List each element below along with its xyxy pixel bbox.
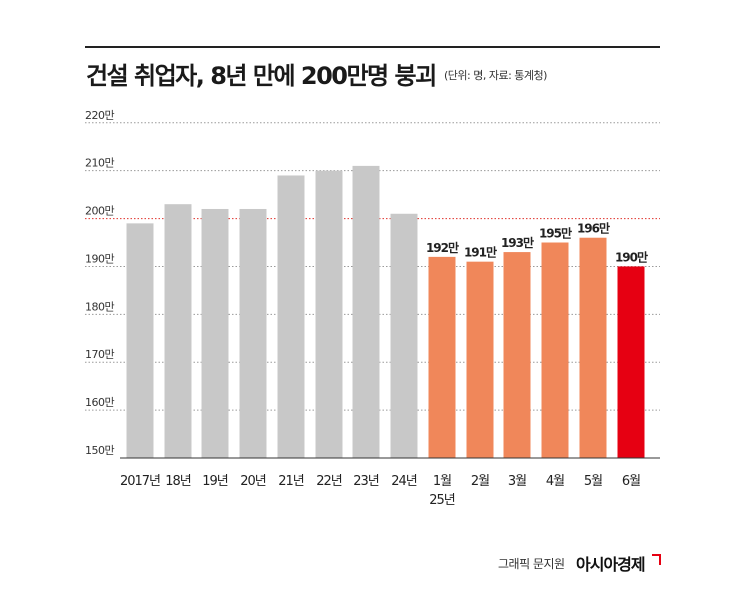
- x-tick-label-24년: 24년: [391, 474, 417, 489]
- data-label-4월: 195만: [539, 226, 572, 241]
- bar-5월: [579, 237, 607, 458]
- y-tick-label-210: 210만: [85, 157, 114, 170]
- brand-logo-text: 아시아경제: [576, 555, 646, 574]
- bar-2월: [466, 261, 494, 458]
- top-rule: [85, 46, 660, 48]
- data-label-5월: 196만: [577, 221, 610, 236]
- y-tick-label-170: 170만: [85, 348, 114, 361]
- x-tick-label-3월: 3월: [508, 474, 526, 489]
- graphic-credit: 그래픽 문지원: [498, 557, 565, 571]
- bar-6월: [617, 266, 645, 458]
- brand-mark-icon: [652, 554, 661, 565]
- y-tick-label-150: 150만: [85, 444, 114, 457]
- bar-24년: [390, 213, 418, 458]
- x-tick-label-1월: 1월: [433, 474, 451, 489]
- x-tick-label-21년: 21년: [278, 474, 304, 489]
- bar-18년: [164, 204, 192, 458]
- y-tick-label-220: 220만: [85, 109, 114, 122]
- x-tick-label-2월: 2월: [471, 474, 489, 489]
- x-tick-label-23년: 23년: [353, 474, 379, 489]
- x-tick-label-6월: 6월: [622, 474, 640, 489]
- y-tick-label-190: 190만: [85, 252, 114, 265]
- bar-4월: [541, 242, 569, 458]
- x-tick-label-19년: 19년: [202, 474, 228, 489]
- bar-3월: [503, 252, 531, 458]
- chart-title: 건설 취업자, 8년 만에 200만명 붕괴: [86, 62, 437, 90]
- x-tick-label-4월: 4월: [546, 474, 564, 489]
- y-tick-label-180: 180만: [85, 300, 114, 313]
- bar-19년: [201, 208, 229, 458]
- x-group-label: 25년: [429, 493, 455, 508]
- x-tick-label-18년: 18년: [165, 474, 191, 489]
- bar-2017년: [126, 223, 154, 458]
- x-tick-label-2017년: 2017년: [120, 474, 160, 489]
- chart-subtitle: (단위: 명, 자료: 통계청): [444, 69, 547, 82]
- bar-23년: [352, 165, 380, 458]
- x-tick-label-20년: 20년: [240, 474, 266, 489]
- data-label-3월: 193만: [501, 235, 534, 250]
- data-label-6월: 190만: [615, 249, 648, 264]
- bar-22년: [315, 170, 343, 458]
- bar-1월: [428, 256, 456, 458]
- data-label-2월: 191만: [464, 245, 497, 260]
- x-tick-label-5월: 5월: [584, 474, 602, 489]
- y-tick-label-160: 160만: [85, 396, 114, 409]
- x-tick-label-22년: 22년: [316, 474, 342, 489]
- data-label-1월: 192만: [426, 240, 459, 255]
- bar-21년: [277, 175, 305, 458]
- bar-20년: [239, 208, 267, 458]
- y-tick-label-200: 200만: [85, 205, 114, 218]
